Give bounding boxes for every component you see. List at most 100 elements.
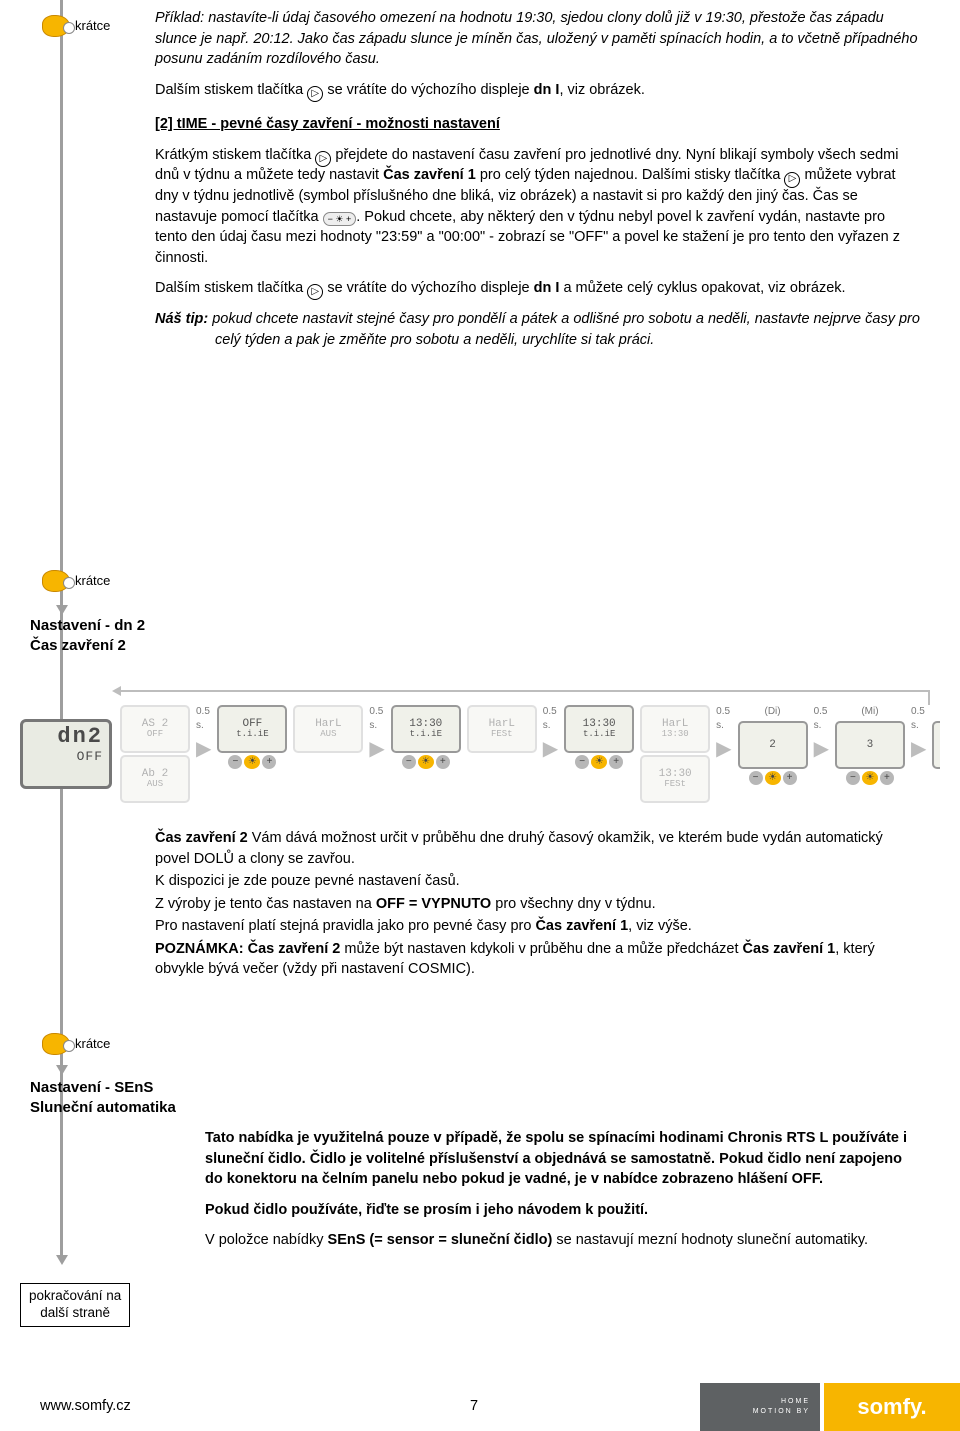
lcd-sequence: AS 2OFFAb 2AUS0.5 s.▶OFFt.i.iE−☀+HarLAUS… [120, 705, 940, 803]
delay-label: 0.5 s. [814, 705, 829, 733]
text: Z výroby je tento čas nastaven na [155, 896, 372, 912]
text: V položce nabídky [205, 1232, 324, 1248]
section-b: Čas zavření 2 Vám dává možnost určit v p… [155, 828, 920, 990]
lcd-screen: 7 [932, 721, 940, 769]
lcd-line: AUS [320, 730, 336, 740]
text: SEnS (= sensor = sluneční čidlo) [328, 1232, 553, 1248]
text: a můžete celý cyklus opakovat, viz obráz… [563, 280, 845, 296]
press-label: krátce [75, 572, 110, 590]
text: Nastavení - SEnS [30, 1078, 176, 1098]
text: Dalším stiskem tlačítka [155, 280, 303, 296]
page: krátce krátce krátce Příklad: nastavíte-… [0, 0, 960, 1431]
footer-page-number: 7 [470, 1396, 478, 1417]
press-label: krátce [75, 1035, 110, 1053]
arrow-right-icon: ▶ [369, 735, 384, 763]
lcd-column: (So)7−☀+ [932, 705, 940, 785]
text: se nastavují mezní hodnoty sluneční auto… [556, 1232, 868, 1248]
text: se vrátíte do výchozího displeje [327, 82, 529, 98]
lcd-screen: AS 2OFF [120, 705, 190, 753]
knob-icon: − [575, 755, 589, 769]
day-label: (Mi) [861, 705, 878, 719]
loop-arrow [120, 690, 930, 705]
delay-marker: 0.5 s.▶ [543, 705, 558, 764]
para: Pokud čidlo používáte, řiďte se prosím i… [205, 1200, 920, 1221]
delay-marker: 0.5 s.▶ [716, 705, 731, 764]
lcd-line: FESt [664, 780, 686, 790]
hand-press-icon [42, 1033, 70, 1055]
lcd-column: (Di)2−☀+ [738, 705, 808, 785]
hand-press-icon [42, 15, 70, 37]
loop-arrow-head-icon [112, 686, 121, 696]
lcd-screen: 2 [738, 721, 808, 769]
page-footer: www.somfy.cz 7 HOME MOTION BY somfy. [0, 1381, 960, 1431]
lcd-main: dn2 OFF [20, 719, 112, 789]
text: Nastavení - dn 2 [30, 616, 145, 636]
flow-arrow-icon [56, 1065, 68, 1075]
lcd-sub-text: OFF [77, 748, 103, 766]
text: POZNÁMKA: Čas zavření 2 [155, 941, 340, 957]
text: Čas zavření 2 [30, 636, 145, 656]
arrow-right-icon: ▶ [196, 735, 211, 763]
delay-marker: 0.5 s. ▶ [814, 705, 829, 764]
knob-icon: − [846, 771, 860, 785]
text: OFF = VYPNUTO [376, 896, 491, 912]
knob-icon: − [228, 755, 242, 769]
para: K dispozici je zde pouze pevné nastavení… [155, 871, 920, 892]
delay-label: 0.5 s. [543, 705, 558, 733]
delay-label: 0.5 s. [196, 705, 211, 733]
knob-row: −☀+ [402, 755, 450, 769]
footer-badge: HOME MOTION BY [700, 1383, 820, 1431]
lcd-screen: 13:30t.i.iE [391, 705, 461, 753]
para: Z výroby je tento čas nastaven na OFF = … [155, 894, 920, 915]
lcd-line: t.i.iE [583, 730, 615, 740]
knob-row: −☀+ [846, 771, 894, 785]
lcd-column: OFFt.i.iE−☀+ [217, 705, 287, 769]
knob-icon: ☀ [418, 755, 434, 769]
arrow-right-icon: ▶ [814, 735, 829, 763]
delay-marker: 0.5 s. ▶ [369, 705, 384, 764]
lcd-screen: 3 [835, 721, 905, 769]
knob-icon: − [749, 771, 763, 785]
day-label: (Di) [765, 705, 781, 719]
text: , viz výše. [628, 918, 692, 934]
press-label: krátce [75, 17, 110, 35]
lcd-screen: HarL13:30 [640, 705, 710, 753]
text: dn I [534, 82, 560, 98]
lcd-screen: 13:30FESt [640, 755, 710, 803]
tip-para: Náš tip: pokud chcete nastavit stejné ča… [155, 309, 920, 350]
lcd-screen: Ab 2AUS [120, 755, 190, 803]
nav-heading-sens: Nastavení - SEnS Sluneční automatika [30, 1078, 176, 1117]
delay-label: 0.5 s. [911, 705, 926, 733]
para: Čas zavření 2 Vám dává možnost určit v p… [155, 828, 920, 869]
knob-icon: ☀ [765, 771, 781, 785]
text: pro všechny dny v týdnu. [495, 896, 655, 912]
lcd-row: dn2 OFF AS 2OFFAb 2AUS0.5 s.▶OFFt.i.iE−☀… [20, 705, 940, 803]
lcd-column: HarLAUS [293, 705, 363, 753]
delay-label: 0.5 s. [369, 705, 384, 733]
knob-icon: + [609, 755, 623, 769]
lcd-screen: 13:30t.i.iE [564, 705, 634, 753]
text: Dalším stiskem tlačítka [155, 82, 303, 98]
label: Příklad: [155, 10, 204, 26]
heading: [2] tIME - pevné časy zavření - možnosti… [155, 114, 920, 135]
text: Čas zavření 1 [743, 941, 836, 957]
press-marker: krátce [42, 1033, 110, 1055]
delay-marker: 0.5 s.▶ [911, 705, 926, 764]
text: další straně [29, 1305, 121, 1322]
text: pro celý týden najednou. Dalšími stisky … [480, 167, 781, 183]
lcd-line: 2 [769, 739, 776, 751]
text: Krátkým stiskem tlačítka [155, 147, 311, 163]
plusminus-button-icon: − ☀ + [323, 212, 357, 226]
section-c: Tato nabídka je využitelná pouze v přípa… [205, 1128, 920, 1261]
hand-press-icon [42, 570, 70, 592]
lcd-main-text: dn2 [57, 726, 103, 748]
lcd-column: 13:30t.i.iE −☀+ [391, 705, 461, 769]
return-para: Dalším stiskem tlačítka ▷ se vrátíte do … [155, 80, 920, 101]
text: HOME [781, 1397, 810, 1407]
knob-row: −☀+ [575, 755, 623, 769]
para: Pro nastavení platí stejná pravidla jako… [155, 916, 920, 937]
delay-marker: 0.5 s. ▶ [196, 705, 211, 764]
lcd-screen: OFFt.i.iE [217, 705, 287, 753]
knob-icon: ☀ [591, 755, 607, 769]
knob-icon: + [262, 755, 276, 769]
